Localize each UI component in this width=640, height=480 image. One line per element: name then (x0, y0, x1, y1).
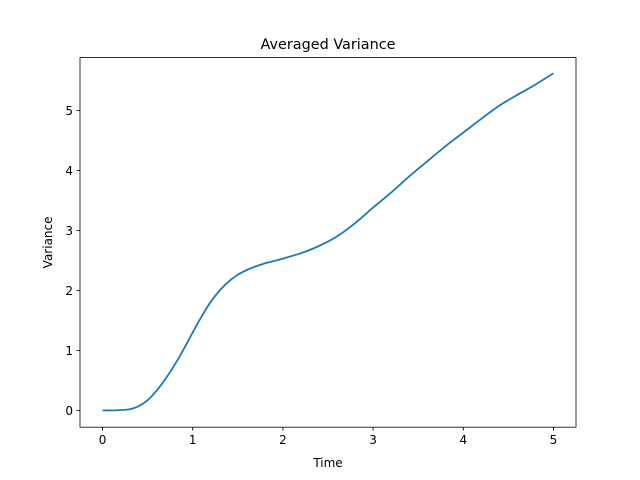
x-tick-label: 0 (99, 433, 107, 447)
y-tick-label: 5 (65, 104, 73, 118)
chart-title: Averaged Variance (261, 37, 396, 53)
y-tick-label: 2 (65, 284, 73, 298)
y-tick-label: 4 (65, 164, 73, 178)
x-tick-label: 4 (459, 433, 467, 447)
y-axis-label: Variance (41, 216, 55, 268)
axes-frame (79, 57, 577, 428)
series-line (102, 72, 554, 412)
x-tick-label: 5 (550, 433, 558, 447)
x-axis: 0 1 2 3 4 5 (99, 427, 558, 447)
y-axis: 0 1 2 3 4 5 (65, 104, 80, 418)
x-axis-label: Time (312, 456, 342, 470)
plot-area (102, 72, 554, 412)
x-tick-label: 2 (279, 433, 287, 447)
y-tick-label: 0 (65, 404, 73, 418)
y-tick-label: 1 (65, 344, 73, 358)
x-tick-label: 1 (189, 433, 197, 447)
x-tick-label: 3 (369, 433, 377, 447)
y-tick-label: 3 (65, 224, 73, 238)
